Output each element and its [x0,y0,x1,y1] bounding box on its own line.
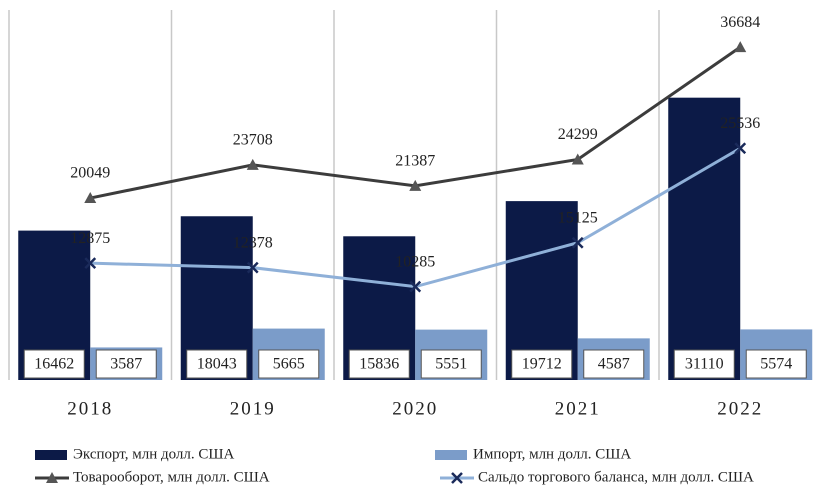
bar [668,97,741,380]
line [89,45,742,200]
value-label-box [186,349,248,379]
value-label: 12875 [70,230,110,247]
value-label: 36684 [720,14,760,31]
legend-label: Экспорт, млн долл. США [73,446,235,462]
value-label: 5551 [435,356,467,373]
line-marker [734,41,747,53]
value-label: 23708 [233,132,273,149]
legend-label: Импорт, млн долл. США [473,446,631,462]
line-marker [409,179,422,191]
legend-label: Сальдо торгового баланса, млн долл. США [478,469,754,485]
line-marker [246,261,259,274]
line-marker [409,280,422,293]
legend-label: Товарооборот, млн долл. США [73,469,270,485]
value-label: 5574 [760,356,792,373]
value-label-box [23,349,85,379]
value-label: 16462 [34,356,74,373]
value-label-box [511,349,573,379]
x-tick-label: 2021 [555,398,601,419]
line-marker [84,257,97,270]
value-label: 24299 [558,126,598,143]
value-label: 21387 [395,153,435,170]
value-label-box [745,349,807,379]
line-marker [451,472,463,484]
line-marker [571,153,584,165]
value-label: 18043 [197,356,237,373]
value-label: 15836 [359,356,399,373]
line-marker [734,142,747,155]
legend-swatch [435,450,467,460]
x-tick-label: 2020 [392,398,438,419]
value-label: 31110 [685,356,724,373]
value-label-box [673,349,735,379]
value-label: 12378 [233,234,273,251]
value-label: 25536 [720,115,760,132]
value-label-box [258,349,320,379]
line-marker [246,158,259,170]
value-label-box [420,349,482,379]
value-label-box [95,349,157,379]
value-label: 3587 [110,356,142,373]
line-marker [84,192,97,204]
value-label: 10285 [395,253,435,270]
legend-swatch [35,450,67,460]
x-tick-label: 2019 [230,398,276,419]
value-label: 5665 [273,356,305,373]
value-label-box [583,349,645,379]
x-tick-label: 2018 [67,398,113,419]
value-label-box [348,349,410,379]
value-label: 15125 [558,209,598,226]
value-label: 19712 [522,356,562,373]
value-label: 4587 [598,356,630,373]
line-marker [46,472,58,483]
line-marker [571,236,584,249]
value-label: 20049 [70,165,110,182]
x-tick-label: 2022 [717,398,763,419]
